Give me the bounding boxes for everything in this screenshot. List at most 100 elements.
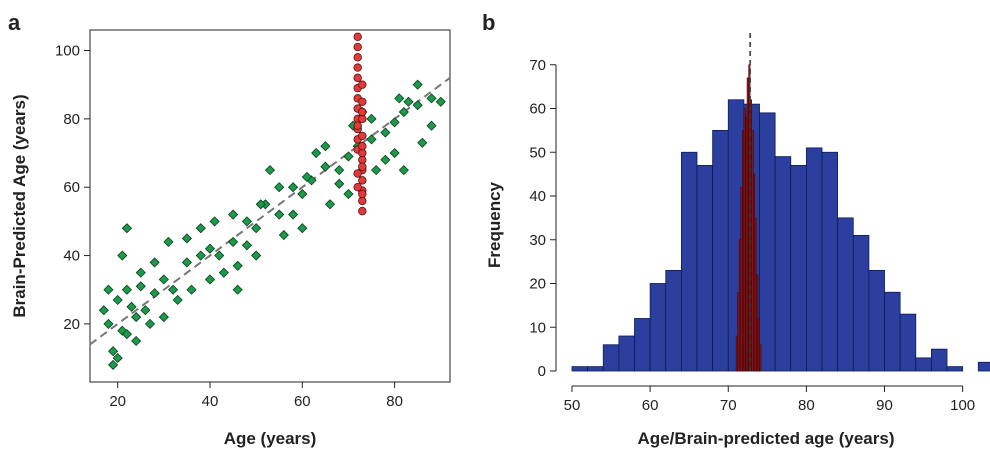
panel-b-y-tick-label: 50 — [529, 144, 546, 161]
scatter-point-green — [121, 329, 132, 340]
panel-b-y-axis-title: Frequency — [485, 181, 504, 268]
panel-a-identity-line — [89, 77, 451, 346]
scatter-point-red — [353, 183, 362, 192]
scatter-point-green — [412, 100, 423, 111]
scatter-point-green — [426, 120, 437, 131]
panel-b-y-tick-label: 20 — [529, 276, 546, 293]
scatter-point-green — [426, 93, 437, 104]
histogram-bar-blue — [977, 361, 990, 372]
scatter-point-green — [228, 236, 239, 247]
histogram-bar-blue — [649, 283, 667, 372]
scatter-point-red — [353, 42, 362, 52]
scatter-point-red — [353, 53, 362, 62]
scatter-point-green — [334, 178, 345, 189]
histogram-bar-blue — [852, 234, 870, 372]
panel-a-y-tick-label: 100 — [55, 43, 80, 60]
histogram-bar-blue — [680, 151, 698, 372]
scatter-point-green — [366, 134, 377, 145]
histogram-bar-blue — [571, 366, 589, 372]
scatter-point-red — [358, 107, 367, 117]
scatter-point-green — [131, 312, 142, 323]
scatter-point-green — [121, 284, 132, 295]
scatter-point-red — [358, 141, 367, 151]
panel-a-letter: a — [8, 10, 21, 35]
scatter-point-red — [358, 176, 367, 185]
panel-b-y-tick-label: 60 — [529, 101, 546, 118]
panel-a-axes: 20 40 60 80 20 40 60 80 100 — [55, 43, 403, 410]
scatter-point-green — [228, 209, 239, 220]
scatter-point-green — [389, 117, 400, 128]
panel-b-x-tick-label: 70 — [720, 397, 737, 414]
scatter-point-red — [353, 32, 362, 42]
panel-a-x-tick-label: 80 — [386, 393, 403, 410]
scatter-point-green — [371, 165, 382, 176]
scatter-point-green — [241, 240, 252, 251]
scatter-point-green — [297, 223, 308, 234]
panel-b-x-tick-label: 100 — [950, 397, 975, 414]
scatter-point-green — [131, 335, 142, 347]
scatter-point-red — [358, 97, 367, 106]
scatter-point-red — [353, 169, 362, 178]
identity-dashed-line — [89, 77, 451, 346]
panel-a-y-tick-label: 80 — [63, 111, 80, 128]
histogram-bar-blue — [915, 357, 932, 372]
scatter-point-green — [126, 301, 137, 312]
histogram-bar-blue — [790, 164, 807, 372]
panel-a-points — [98, 32, 446, 370]
histogram-bar-blue — [774, 156, 792, 372]
scatter-point-green — [320, 141, 331, 152]
histogram-bar-blue — [618, 335, 635, 372]
histogram-bar-blue — [884, 291, 901, 372]
scatter-point-green — [149, 288, 160, 299]
scatter-point-green — [163, 236, 174, 247]
scatter-point-green — [274, 182, 285, 193]
panel-b-y-tick-label: 40 — [529, 188, 546, 205]
histogram-bar-blue — [837, 217, 854, 372]
scatter-point-red — [358, 162, 367, 171]
panel-b-x-axis-title: Age/Brain-predicted age (years) — [638, 429, 895, 448]
scatter-point-green — [140, 305, 151, 316]
scatter-point-red — [353, 63, 362, 72]
scatter-point-green — [149, 257, 160, 268]
panel-b-y-tick-label: 70 — [529, 57, 546, 74]
scatter-point-green — [320, 161, 331, 172]
panel-a-x-tick-label: 60 — [294, 393, 311, 410]
panel-a-y-tick-label: 20 — [63, 316, 80, 333]
scatter-point-red — [358, 189, 367, 199]
scatter-point-green — [389, 147, 400, 159]
histogram-bar-blue — [868, 269, 885, 372]
panel-b-histogram: b 50 60 70 80 90 100 0 10 20 30 40 50 60 70 Age/Brain… — [482, 10, 990, 448]
panel-b-axes: 50 60 70 80 90 100 0 10 20 30 40 50 60 70 — [529, 57, 975, 414]
scatter-point-green — [403, 96, 414, 107]
scatter-point-green — [417, 137, 428, 148]
scatter-point-green — [121, 223, 132, 234]
scatter-point-green — [334, 165, 345, 176]
scatter-point-red — [358, 206, 367, 216]
scatter-point-green — [435, 96, 446, 107]
scatter-point-green — [278, 229, 289, 241]
scatter-point-green — [255, 199, 266, 210]
scatter-point-green — [195, 223, 206, 234]
histogram-bar-blue — [712, 129, 729, 372]
scatter-point-green — [311, 147, 322, 159]
scatter-point-green — [195, 250, 206, 261]
scatter-point-green — [380, 154, 391, 165]
panel-b-letter: b — [482, 10, 495, 35]
scatter-point-green — [366, 113, 377, 124]
panel-a-y-tick-label: 40 — [63, 248, 80, 265]
scatter-point-green — [98, 305, 109, 316]
scatter-point-green — [214, 250, 225, 261]
scatter-point-green — [343, 151, 354, 162]
scatter-point-green — [251, 250, 262, 261]
scatter-point-green — [172, 294, 183, 306]
scatter-point-red — [358, 131, 367, 141]
scatter-point-green — [135, 267, 146, 278]
histogram-bar-blue — [899, 313, 917, 372]
panel-b-x-tick-label: 50 — [564, 397, 581, 414]
histogram-bar-blue — [696, 164, 714, 372]
scatter-point-red — [353, 73, 362, 83]
panel-b-y-tick-label: 0 — [538, 363, 546, 380]
scatter-point-green — [398, 106, 409, 118]
panel-a-y-tick-label: 60 — [63, 179, 80, 196]
